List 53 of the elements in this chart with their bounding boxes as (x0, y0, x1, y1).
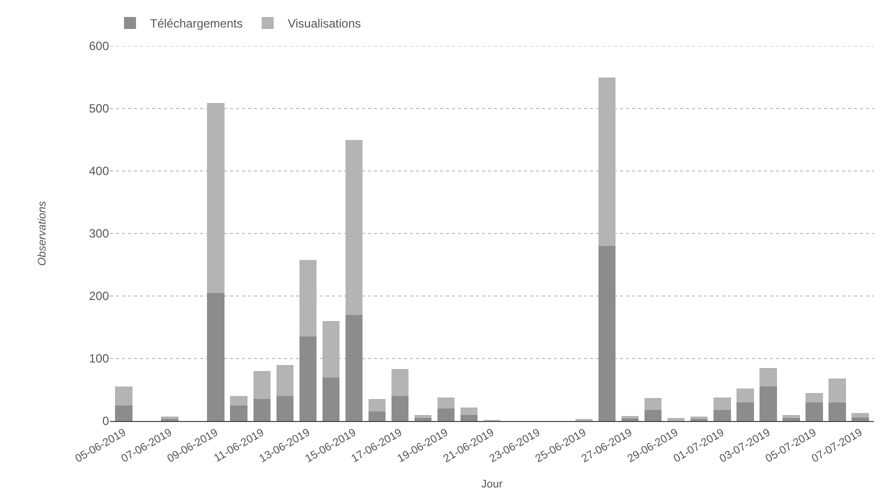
bar (299, 336, 317, 421)
bar (368, 412, 386, 421)
bar (806, 402, 823, 421)
legend-label: Visualisations (288, 16, 361, 31)
bar (437, 408, 455, 421)
bar (253, 371, 271, 400)
bar (115, 386, 132, 406)
bar (598, 246, 616, 421)
bar (690, 416, 708, 420)
bar (391, 396, 409, 421)
bar (644, 398, 662, 410)
bar (230, 396, 248, 406)
bar (460, 407, 478, 415)
bar (806, 392, 823, 402)
bar (414, 414, 432, 418)
y-tick-label: 300 (88, 226, 110, 241)
bar (276, 396, 294, 421)
bar (667, 418, 685, 421)
bar (828, 378, 846, 402)
y-tick-label: 0 (102, 414, 110, 428)
bar (276, 364, 294, 396)
x-axis-title: Jour (481, 478, 504, 490)
y-axis-title: Observations (36, 200, 49, 266)
y-tick-label: 100 (88, 352, 110, 366)
bar (644, 410, 662, 421)
bar (322, 377, 340, 421)
bar (736, 402, 754, 421)
bar (852, 412, 869, 418)
bar (115, 405, 132, 421)
bar (230, 405, 248, 421)
y-tick-label: 600 (88, 39, 110, 54)
bar (736, 388, 754, 402)
y-tick-label: 500 (88, 102, 110, 116)
bar (253, 399, 271, 421)
bar (782, 418, 800, 421)
bar (437, 397, 455, 408)
bar (207, 292, 224, 421)
bar (368, 399, 386, 412)
bar (345, 314, 363, 421)
bar (161, 416, 178, 420)
bar (760, 386, 777, 421)
legend-label: Téléchargements (150, 16, 243, 31)
bar (713, 410, 731, 421)
bar (852, 417, 869, 421)
bar (391, 369, 409, 396)
bar (828, 402, 846, 421)
bar (713, 397, 731, 410)
bar (460, 414, 478, 421)
bar (760, 368, 777, 387)
bar (414, 418, 432, 421)
y-tick-label: 400 (88, 164, 110, 178)
bar (782, 414, 800, 418)
y-tick-label: 200 (88, 289, 110, 304)
